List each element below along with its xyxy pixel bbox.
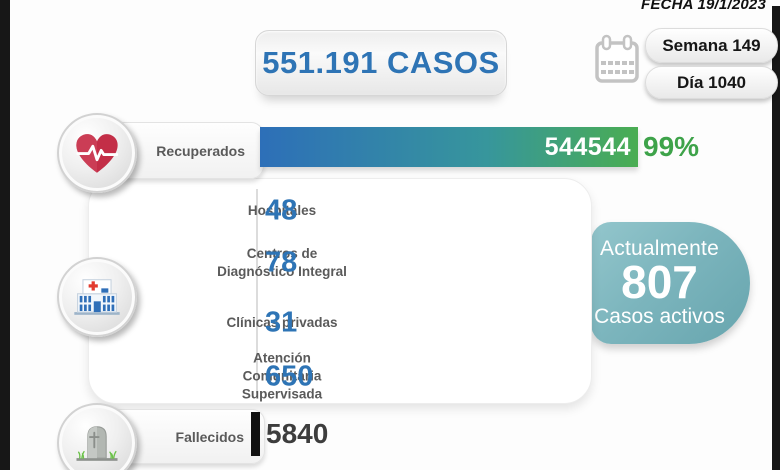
recovered-label: Recuperados: [156, 142, 245, 159]
panel-divider: [256, 189, 258, 393]
active-cases-title: Actualmente: [600, 237, 719, 261]
facility-value: 78: [265, 246, 298, 279]
facility-row-clinicas: Clínicas privadas 31: [89, 305, 591, 341]
facility-row-acs: Atención Comunitaria Supervisada 650: [89, 347, 591, 407]
facilities-panel: Hospitales 48 Centros de Diagnóstico Int…: [88, 178, 592, 404]
active-cases-box: Actualmente 807 Casos activos: [591, 222, 750, 344]
total-cases-value: 551.191 CASOS: [262, 45, 500, 80]
deceased-label: Fallecidos: [175, 428, 244, 445]
hospital-icon: [57, 257, 137, 337]
tombstone-icon: [57, 403, 137, 470]
total-cases-box: 551.191 CASOS: [255, 30, 507, 96]
facility-row-hospitales: Hospitales 48: [89, 193, 591, 229]
facility-label: Centros de Diagnóstico Integral: [217, 245, 347, 279]
right-border: [772, 6, 780, 470]
facility-value: 650: [265, 360, 314, 393]
deceased-bar: [251, 412, 260, 456]
facility-row-cdi: Centros de Diagnóstico Integral 78: [89, 235, 591, 291]
facility-label: Hospitales: [247, 202, 317, 218]
week-badge-label: Semana 149: [662, 35, 761, 55]
facility-label: Atención Comunitaria Supervisada: [241, 350, 323, 403]
active-cases-value: 807: [621, 256, 698, 309]
day-badge: Día 1040: [645, 66, 778, 99]
week-badge: Semana 149: [645, 28, 778, 63]
day-badge-label: Día 1040: [677, 72, 746, 92]
calendar-icon: [594, 34, 640, 91]
left-border: [0, 0, 10, 470]
facility-value: 31: [265, 306, 298, 339]
recovered-bar: 544544: [260, 127, 638, 167]
recovered-percent: 99%: [643, 131, 700, 162]
heart-pulse-icon: [57, 113, 137, 193]
deceased-value: 5840: [266, 418, 329, 449]
recovered-value: 544544: [544, 132, 631, 161]
date-label: FECHA 19/1/2023: [640, 0, 766, 13]
facility-value: 48: [265, 194, 298, 227]
facility-label: Clínicas privadas: [226, 314, 338, 330]
active-cases-subtitle: Casos activos: [594, 304, 725, 328]
